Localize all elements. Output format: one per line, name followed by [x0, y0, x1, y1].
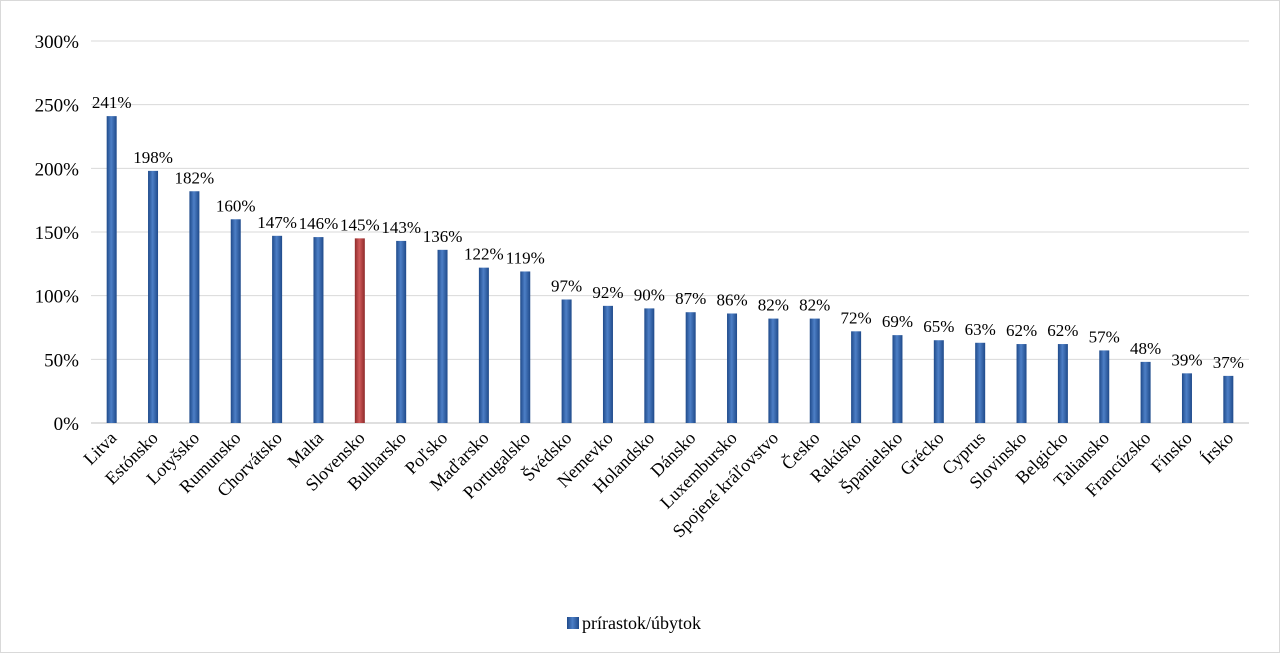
bar-Lotyšsko — [189, 191, 200, 423]
data-label: 69% — [882, 312, 913, 331]
bar-Poľsko — [437, 249, 448, 423]
data-label: 63% — [965, 320, 996, 339]
data-label: 145% — [340, 215, 380, 234]
data-label: 86% — [716, 290, 747, 309]
data-label: 87% — [675, 289, 706, 308]
data-label: 97% — [551, 276, 582, 295]
y-tick-label: 100% — [35, 287, 80, 308]
legend: prírastok/úbytok — [567, 613, 701, 633]
bar-Rakúsko — [851, 331, 862, 423]
data-label: 147% — [257, 213, 297, 232]
y-tick-label: 300% — [35, 32, 80, 53]
data-label: 146% — [299, 214, 339, 233]
bar-Chorvátsko — [272, 235, 283, 423]
bar-Taliansko — [1099, 350, 1110, 423]
category-label: Fínsko — [1147, 428, 1196, 477]
y-tick-label: 250% — [35, 96, 80, 117]
data-label: 160% — [216, 196, 256, 215]
data-label: 122% — [464, 245, 504, 264]
bar-Írsko — [1223, 375, 1234, 423]
bar-Spojené kráľovstvo — [768, 318, 779, 423]
bar-Malta — [313, 237, 324, 423]
bar-Nemevko — [602, 305, 613, 423]
bar-Fínsko — [1181, 373, 1192, 423]
bar-Španielsko — [892, 335, 903, 423]
legend-label: prírastok/úbytok — [582, 613, 701, 633]
bar-Belgicko — [1057, 344, 1068, 423]
data-label: 37% — [1213, 353, 1244, 372]
y-tick-label: 50% — [44, 350, 79, 371]
gridlines — [91, 40, 1249, 424]
data-label: 72% — [841, 308, 872, 327]
bar-Litva — [106, 116, 117, 424]
bar-Slovensko — [354, 238, 365, 423]
bar-Bulharsko — [396, 240, 407, 423]
bar-Estónsko — [148, 170, 159, 423]
data-labels: 241% 198%182%160%147% 146% 145% 143% 136%122%… — [92, 93, 1244, 372]
legend-swatch — [567, 617, 579, 629]
bar-Luxembursko — [727, 313, 738, 423]
data-label: 119% — [506, 248, 545, 267]
bar-Slovinsko — [1016, 344, 1027, 423]
data-label: 136% — [423, 227, 463, 246]
data-label: 143% — [381, 218, 421, 237]
y-tick-label: 200% — [35, 159, 80, 180]
data-label: 57% — [1089, 327, 1120, 346]
category-label: Írsko — [1196, 427, 1237, 468]
y-tick-label: 0% — [54, 414, 80, 435]
bar-Cyprus — [975, 342, 986, 423]
data-label: 39% — [1171, 350, 1202, 369]
bar-Dánsko — [685, 312, 696, 423]
bars — [106, 116, 1234, 424]
bar-Portugalsko — [520, 271, 531, 423]
bar-Grécko — [933, 340, 944, 423]
bar-Česko — [809, 318, 820, 423]
data-label: 62% — [1006, 321, 1037, 340]
bar-Švédsko — [561, 299, 572, 423]
data-label: 92% — [592, 283, 623, 302]
bar-Maďarsko — [478, 267, 489, 423]
data-label: 82% — [799, 296, 830, 315]
y-axis-ticks: 0% 50% 100% 150% 200% 250% 300% — [35, 32, 80, 435]
bar-Rumunsko — [230, 219, 241, 423]
data-label: 90% — [634, 285, 665, 304]
bar-Francúzsko — [1140, 361, 1151, 423]
y-tick-label: 150% — [35, 223, 80, 244]
data-label: 198% — [133, 148, 173, 167]
category-label: Grécko — [896, 428, 948, 480]
data-label: 182% — [175, 168, 215, 187]
data-label: 82% — [758, 296, 789, 315]
data-label: 62% — [1047, 321, 1078, 340]
category-labels: LitvaEstónskoLotyšskoRumunskoChorvátskoM… — [79, 427, 1237, 541]
data-label: 241% — [92, 93, 132, 112]
bar-Holandsko — [644, 308, 655, 423]
data-label: 48% — [1130, 339, 1161, 358]
data-label: 65% — [923, 317, 954, 336]
